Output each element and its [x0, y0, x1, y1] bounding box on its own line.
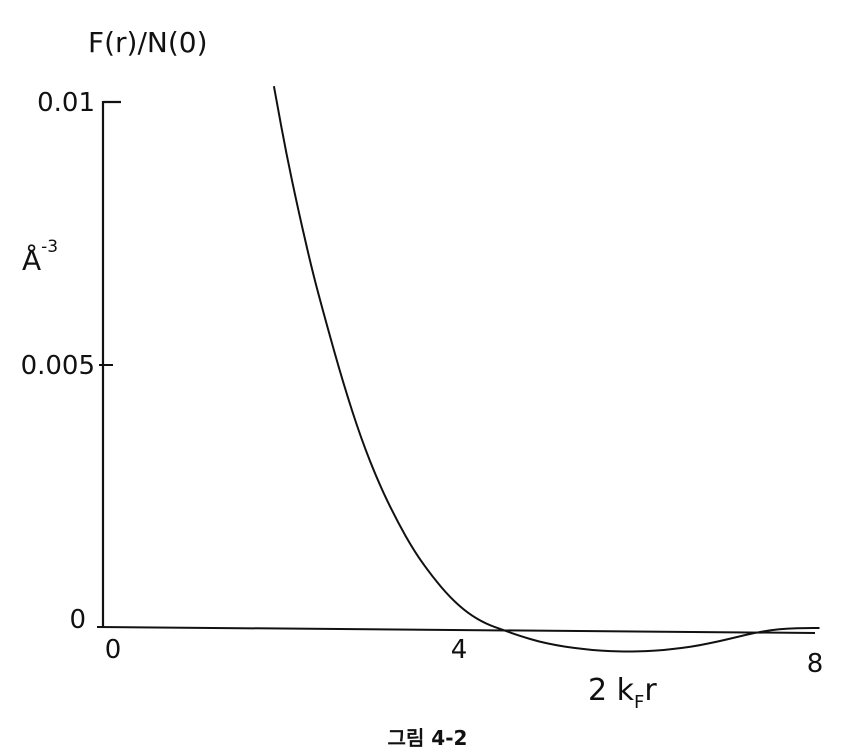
y-unit-label: Å-3 [22, 237, 58, 277]
y-tick-label: 0.01 [37, 88, 95, 118]
y-unit-exponent: -3 [41, 237, 58, 257]
y-tick-label: 0.005 [21, 351, 95, 381]
x-axis-title: 2 kFr [588, 673, 657, 713]
x-axis-title-suffix: r [644, 673, 657, 708]
x-axis-line [96, 626, 816, 634]
series-line [272, 86, 820, 653]
figure-caption: 그림 4-2 [387, 726, 468, 750]
x-tick-label: 8 [807, 649, 824, 679]
y-unit-base: Å [22, 243, 41, 277]
x-axis-title-subscript: F [634, 692, 644, 713]
x-tick-label: 0 [105, 635, 122, 665]
y-axis-title: F(r)/N(0) [88, 26, 208, 59]
tick-group: 0 0.005 0.01 0 4 8 [21, 88, 824, 679]
y-tick-label: 0 [69, 605, 86, 635]
x-axis-title-prefix: 2 k [588, 673, 635, 708]
x-tick-label: 4 [451, 635, 468, 665]
